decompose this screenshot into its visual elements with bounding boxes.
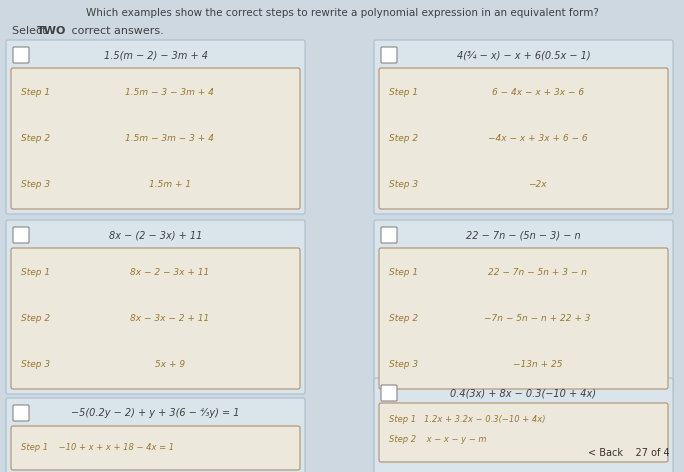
Text: Step 1: Step 1 — [389, 269, 418, 278]
Text: 1.5(m − 2) − 3m + 4: 1.5(m − 2) − 3m + 4 — [103, 50, 207, 60]
FancyBboxPatch shape — [6, 40, 305, 214]
FancyBboxPatch shape — [6, 220, 305, 394]
Text: −13n + 25: −13n + 25 — [513, 360, 562, 369]
Text: 0.4(3x) + 8x − 0.3(−10 + 4x): 0.4(3x) + 8x − 0.3(−10 + 4x) — [451, 388, 596, 398]
Text: Select: Select — [12, 26, 50, 36]
FancyBboxPatch shape — [374, 378, 673, 472]
FancyBboxPatch shape — [374, 40, 673, 214]
FancyBboxPatch shape — [6, 398, 305, 472]
Text: Step 1: Step 1 — [21, 88, 50, 97]
Text: Step 2    x − x − y − m: Step 2 x − x − y − m — [389, 436, 486, 445]
Text: Step 1   1.2x + 3.2x − 0.3(−10 + 4x): Step 1 1.2x + 3.2x − 0.3(−10 + 4x) — [389, 415, 546, 424]
Text: Step 3: Step 3 — [21, 180, 50, 189]
FancyBboxPatch shape — [381, 385, 397, 401]
Text: Step 2: Step 2 — [21, 134, 50, 143]
Text: Step 2: Step 2 — [21, 314, 50, 323]
FancyBboxPatch shape — [13, 47, 29, 63]
Text: Step 2: Step 2 — [389, 134, 418, 143]
Text: Which examples show the correct steps to rewrite a polynomial expression in an e: Which examples show the correct steps to… — [86, 8, 598, 18]
Text: −7n − 5n − n + 22 + 3: −7n − 5n − n + 22 + 3 — [484, 314, 591, 323]
Text: correct answers.: correct answers. — [68, 26, 163, 36]
Text: Step 1: Step 1 — [389, 88, 418, 97]
Text: Step 1    −10 + x + x + 18 − 4x = 1: Step 1 −10 + x + x + 18 − 4x = 1 — [21, 444, 174, 453]
FancyBboxPatch shape — [11, 426, 300, 470]
FancyBboxPatch shape — [379, 68, 668, 209]
Text: 6 − 4x − x + 3x − 6: 6 − 4x − x + 3x − 6 — [492, 88, 584, 97]
Text: TWO: TWO — [37, 26, 66, 36]
Text: Step 1: Step 1 — [21, 269, 50, 278]
Text: −5(0.2y − 2) + y + 3(6 − ⁴⁄₃y) = 1: −5(0.2y − 2) + y + 3(6 − ⁴⁄₃y) = 1 — [71, 408, 240, 418]
Text: 1.5m − 3m − 3 + 4: 1.5m − 3m − 3 + 4 — [125, 134, 214, 143]
FancyBboxPatch shape — [13, 405, 29, 421]
Text: Step 3: Step 3 — [389, 360, 418, 369]
FancyBboxPatch shape — [379, 403, 668, 462]
FancyBboxPatch shape — [381, 227, 397, 243]
Text: −2x: −2x — [529, 180, 547, 189]
FancyBboxPatch shape — [11, 68, 300, 209]
FancyBboxPatch shape — [379, 248, 668, 389]
Text: 8x − 3x − 2 + 11: 8x − 3x − 2 + 11 — [130, 314, 209, 323]
Text: Step 3: Step 3 — [389, 180, 418, 189]
Text: 4(¾ − x) − x + 6(0.5x − 1): 4(¾ − x) − x + 6(0.5x − 1) — [457, 50, 590, 60]
Text: −4x − x + 3x + 6 − 6: −4x − x + 3x + 6 − 6 — [488, 134, 588, 143]
FancyBboxPatch shape — [381, 47, 397, 63]
FancyBboxPatch shape — [374, 220, 673, 394]
FancyBboxPatch shape — [11, 248, 300, 389]
Text: < Back    27 of 4: < Back 27 of 4 — [588, 448, 670, 458]
Text: 5x + 9: 5x + 9 — [155, 360, 185, 369]
Text: 1.5m + 1: 1.5m + 1 — [148, 180, 191, 189]
Text: Step 3: Step 3 — [21, 360, 50, 369]
Text: 8x − (2 − 3x) + 11: 8x − (2 − 3x) + 11 — [109, 230, 202, 240]
Text: 22 − 7n − (5n − 3) − n: 22 − 7n − (5n − 3) − n — [466, 230, 581, 240]
Text: 8x − 2 − 3x + 11: 8x − 2 − 3x + 11 — [130, 269, 209, 278]
Text: 22 − 7n − 5n + 3 − n: 22 − 7n − 5n + 3 − n — [488, 269, 588, 278]
Text: Step 2: Step 2 — [389, 314, 418, 323]
Text: 1.5m − 3 − 3m + 4: 1.5m − 3 − 3m + 4 — [125, 88, 214, 97]
FancyBboxPatch shape — [13, 227, 29, 243]
